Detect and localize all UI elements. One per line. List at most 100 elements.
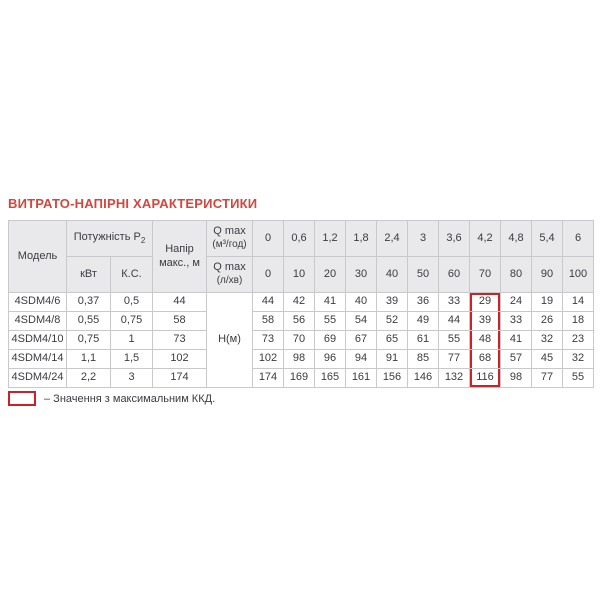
q-lmin-col-header: 100 [562, 256, 594, 293]
q-m3h-col-header: 4,8 [500, 220, 532, 257]
qmax-m3h-unit: (м³/год) [212, 239, 247, 251]
head-value-cell: 32 [562, 349, 594, 369]
head-value-cell: 41 [314, 292, 346, 312]
q-lmin-col-header: 70 [469, 256, 501, 293]
h-meters-label-cell: Н(м) [206, 292, 253, 388]
hp-cell: 0,75 [110, 311, 153, 331]
header-qmax-m3h: Q max (м³/год) [206, 220, 253, 257]
head-value-cell: 40 [345, 292, 377, 312]
head-value-cell: 169 [283, 368, 315, 388]
q-m3h-col-header: 0 [252, 220, 284, 257]
head-value-cell: 70 [283, 330, 315, 350]
head-value-cell-max-efficiency: 39 [469, 311, 501, 331]
head-value-cell: 98 [283, 349, 315, 369]
kw-cell: 0,55 [66, 311, 111, 331]
head-value-cell: 77 [438, 349, 470, 369]
model-cell: 4SDM4/24 [8, 368, 67, 388]
table-row: 4SDM4/6 0,37 0,5 44 Н(м) 44 42 41 40 39 … [8, 292, 594, 388]
q-lmin-col-header: 20 [314, 256, 346, 293]
q-lmin-col-header: 40 [376, 256, 408, 293]
table-row: 4SDM4/14 1,1 1,5 102 102 98 96 94 91 85 … [8, 349, 594, 369]
head-value-cell: 67 [345, 330, 377, 350]
q-m3h-col-header: 2,4 [376, 220, 408, 257]
hp-cell: 3 [110, 368, 153, 388]
header-head-max: Напір макс., м [152, 220, 207, 293]
head-value-cell: 132 [438, 368, 470, 388]
q-m3h-col-header: 4,2 [469, 220, 501, 257]
table-row: 4SDM4/8 0,55 0,75 58 58 56 55 54 52 49 4… [8, 311, 594, 331]
qmax-m3h-label: Q max [213, 225, 246, 238]
header-qmax-lmin: Q max (л/хв) [206, 256, 253, 293]
head-value-cell: 161 [345, 368, 377, 388]
q-lmin-col-header: 60 [438, 256, 470, 293]
q-lmin-col-header: 30 [345, 256, 377, 293]
head-value-cell: 23 [562, 330, 594, 350]
head-value-cell: 56 [283, 311, 315, 331]
header-power: Потужність Р2 [66, 220, 153, 257]
head-value-cell: 52 [376, 311, 408, 331]
model-cell: 4SDM4/6 [8, 292, 67, 312]
head-value-cell: 33 [500, 311, 532, 331]
head-value-cell-max-efficiency: 68 [469, 349, 501, 369]
table-row: 4SDM4/24 2,2 3 174 174 169 165 161 156 1… [8, 368, 594, 388]
head-value-cell: 73 [252, 330, 284, 350]
legend-label: – Значення з максимальним ККД. [44, 392, 216, 405]
model-cell: 4SDM4/14 [8, 349, 67, 369]
head-value-cell: 44 [438, 311, 470, 331]
q-m3h-col-header: 1,2 [314, 220, 346, 257]
qmax-lmin-label: Q max [213, 261, 246, 274]
head-value-cell: 69 [314, 330, 346, 350]
kw-cell: 0,37 [66, 292, 111, 312]
head-value-cell: 33 [438, 292, 470, 312]
head-value-cell: 165 [314, 368, 346, 388]
head-value-cell: 94 [345, 349, 377, 369]
header-power-subscript: 2 [140, 236, 146, 246]
q-m3h-col-header: 5,4 [531, 220, 563, 257]
head-max-cell: 73 [152, 330, 207, 350]
model-cell: 4SDM4/10 [8, 330, 67, 350]
q-m3h-col-header: 1,8 [345, 220, 377, 257]
q-m3h-col-header: 3,6 [438, 220, 470, 257]
q-m3h-col-header: 0,6 [283, 220, 315, 257]
head-value-cell: 55 [314, 311, 346, 331]
head-value-cell: 19 [531, 292, 563, 312]
max-efficiency-swatch [8, 391, 36, 406]
model-cell: 4SDM4/8 [8, 311, 67, 331]
head-value-cell: 146 [407, 368, 439, 388]
head-value-cell-max-efficiency: 48 [469, 330, 501, 350]
q-lmin-col-header: 80 [500, 256, 532, 293]
head-value-cell: 14 [562, 292, 594, 312]
section-title: ВИТРАТО-НАПІРНІ ХАРАКТЕРИСТИКИ [8, 196, 258, 211]
head-value-cell: 98 [500, 368, 532, 388]
head-value-cell: 55 [562, 368, 594, 388]
table-row: 4SDM4/10 0,75 1 73 73 70 69 67 65 61 55 … [8, 330, 594, 350]
head-value-cell: 54 [345, 311, 377, 331]
head-value-cell: 36 [407, 292, 439, 312]
head-value-cell-max-efficiency: 29 [469, 292, 501, 312]
head-value-cell: 58 [252, 311, 284, 331]
q-lmin-col-header: 0 [252, 256, 284, 293]
head-value-cell-max-efficiency: 116 [469, 368, 501, 388]
head-max-cell: 58 [152, 311, 207, 331]
header-kw: кВт [66, 256, 111, 293]
hp-cell: 1 [110, 330, 153, 350]
kw-cell: 2,2 [66, 368, 111, 388]
head-value-cell: 61 [407, 330, 439, 350]
flow-head-table: Модель Потужність Р2 Напір макс., м Q ma… [8, 220, 594, 388]
head-value-cell: 96 [314, 349, 346, 369]
head-value-cell: 39 [376, 292, 408, 312]
head-max-cell: 174 [152, 368, 207, 388]
head-max-cell: 44 [152, 292, 207, 312]
hp-cell: 0,5 [110, 292, 153, 312]
head-value-cell: 26 [531, 311, 563, 331]
header-row-2: кВт К.С. Q max (л/хв) 0 10 20 30 40 50 6… [9, 256, 594, 293]
q-lmin-col-header: 90 [531, 256, 563, 293]
head-value-cell: 18 [562, 311, 594, 331]
header-model: Модель [8, 220, 67, 293]
head-value-cell: 45 [531, 349, 563, 369]
head-value-cell: 44 [252, 292, 284, 312]
header-hp: К.С. [110, 256, 153, 293]
head-max-cell: 102 [152, 349, 207, 369]
head-value-cell: 49 [407, 311, 439, 331]
